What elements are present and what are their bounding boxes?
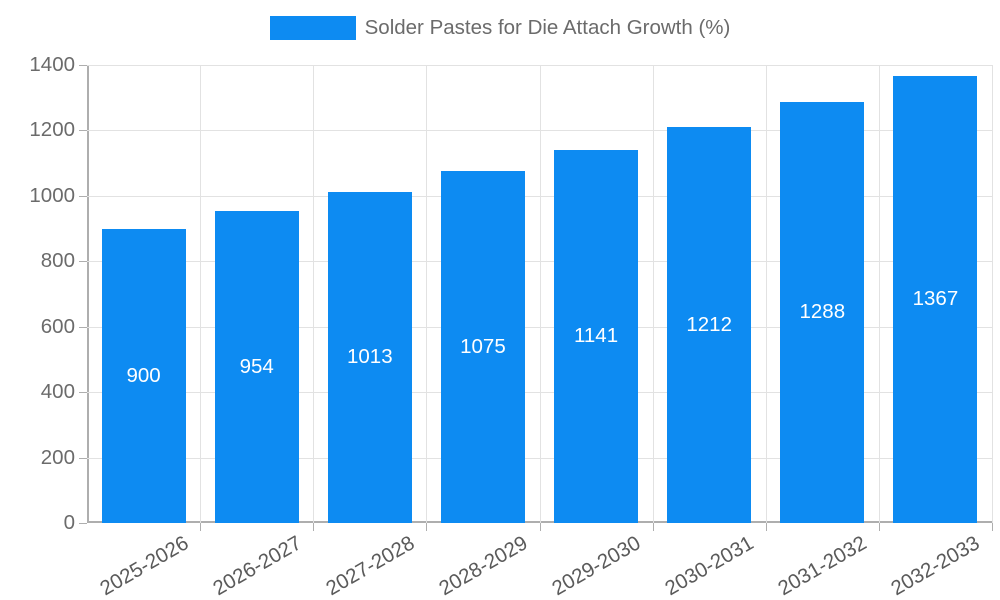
x-axis-tick-mark <box>992 523 993 531</box>
x-axis-tick-label: 2031-2032 <box>774 531 871 600</box>
x-axis-tick-mark <box>200 523 202 531</box>
gridline-vertical <box>878 65 880 523</box>
y-axis: 0 200 400 600 800 1000 1200 1400 <box>0 0 87 600</box>
y-axis-tick-mark <box>79 326 87 328</box>
bar-value-label: 1075 <box>460 334 506 358</box>
bar-value-label: 1212 <box>686 312 732 336</box>
y-axis-tick-label: 1000 <box>29 183 75 207</box>
gridline-vertical <box>313 65 315 523</box>
y-axis-tick-mark <box>79 457 87 459</box>
bar-value-label: 1367 <box>912 287 959 311</box>
gridline-vertical <box>652 65 654 523</box>
chart-legend: Solder Pastes for Die Attach Growth (%) <box>0 10 1000 46</box>
bar[interactable]: 1288 <box>780 101 865 523</box>
y-axis-tick-label: 200 <box>40 445 75 469</box>
x-axis-tick-label: 2026-2027 <box>208 531 306 600</box>
y-axis-tick-label: 1400 <box>29 52 75 76</box>
legend-item-solder-pastes[interactable]: Solder Pastes for Die Attach Growth (%) <box>269 15 731 40</box>
y-axis-tick-mark <box>79 523 87 524</box>
bar[interactable]: 1075 <box>440 171 525 523</box>
x-axis-tick-mark <box>539 523 541 531</box>
y-axis-tick-mark <box>79 195 87 197</box>
y-axis-tick-label: 400 <box>40 379 75 403</box>
bar-value-label: 954 <box>239 354 274 378</box>
gridline-vertical <box>539 65 541 523</box>
bar[interactable]: 1367 <box>893 75 978 523</box>
x-axis-tick-mark <box>878 523 880 531</box>
gridline-vertical <box>992 65 993 523</box>
x-axis-tick-label: 2027-2028 <box>321 531 419 600</box>
bar[interactable]: 1212 <box>667 126 752 523</box>
y-axis-tick-label: 800 <box>40 249 75 273</box>
y-axis-tick-mark <box>79 65 87 66</box>
x-axis-tick-mark <box>313 523 315 531</box>
bar[interactable]: 954 <box>214 210 299 523</box>
bar-value-label: 1141 <box>574 324 619 348</box>
y-axis-tick-mark <box>79 130 87 132</box>
legend-color-swatch-icon <box>269 16 356 40</box>
y-axis-tick-label: 600 <box>40 314 75 338</box>
x-axis-tick-mark <box>652 523 654 531</box>
x-axis-tick-label: 2032-2033 <box>887 531 984 600</box>
y-axis-tick-mark <box>79 261 87 263</box>
bar-value-label: 900 <box>126 363 161 387</box>
x-axis-tick-label: 2029-2030 <box>548 531 645 600</box>
x-axis-tick-label: 2025-2026 <box>95 531 193 600</box>
x-axis-tick-label: 2030-2031 <box>661 531 758 600</box>
gridline-vertical <box>426 65 428 523</box>
bar[interactable]: 1013 <box>327 191 412 523</box>
x-axis-tick-label: 2028-2029 <box>435 531 532 600</box>
plot-area: 900 954 1013 1075 1141 1212 1288 1367 <box>87 65 993 523</box>
bar[interactable]: 900 <box>101 228 186 523</box>
x-axis-tick-mark <box>426 523 428 531</box>
bar-value-label: 1288 <box>799 300 846 324</box>
y-axis-tick-label: 0 <box>63 510 75 534</box>
y-axis-tick-label: 1200 <box>29 118 75 142</box>
gridline-vertical <box>765 65 767 523</box>
gridline-vertical <box>200 65 202 523</box>
bar-value-label: 1013 <box>347 345 393 369</box>
legend-label: Solder Pastes for Die Attach Growth (%) <box>364 15 731 39</box>
y-axis-tick-mark <box>79 392 87 394</box>
x-axis-tick-mark <box>765 523 767 531</box>
bar[interactable]: 1141 <box>554 149 639 523</box>
